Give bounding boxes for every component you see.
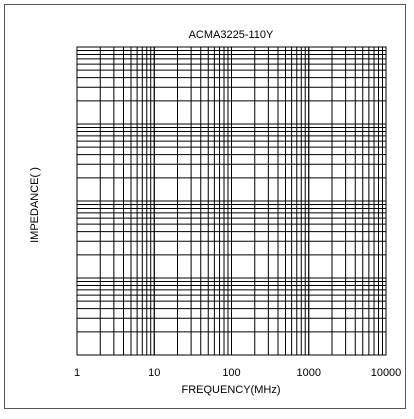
x-tick-label: 100 <box>222 367 240 379</box>
y-gridlines <box>77 50 386 333</box>
x-tick-label: 1000 <box>297 367 321 379</box>
x-tick-labels: 1 10 100 1000 10000 <box>74 367 401 379</box>
x-tick-label: 10 <box>148 367 160 379</box>
x-tick-label: 1 <box>74 367 80 379</box>
chart-title: ACMA3225-110Y <box>189 29 274 41</box>
x-axis-label: FREQUENCY(MHz) <box>182 384 281 396</box>
plot-area-border <box>76 46 387 356</box>
y-axis-label: IMPEDANCE( ) <box>29 167 41 243</box>
chart-frame <box>4 4 406 409</box>
x-tick-label: 10000 <box>371 367 402 379</box>
